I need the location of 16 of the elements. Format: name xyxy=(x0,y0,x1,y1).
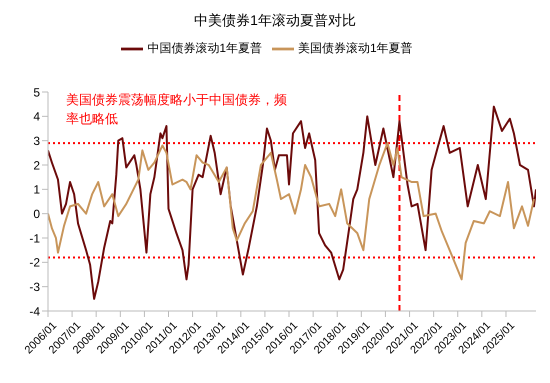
line-series xyxy=(48,106,536,300)
line-series xyxy=(48,142,535,280)
y-tick-label: -3 xyxy=(29,280,40,294)
y-tick-label: -4 xyxy=(29,304,40,318)
y-tick-label: 3 xyxy=(33,134,40,148)
y-tick-label: 1 xyxy=(33,182,40,197)
y-tick-label: 4 xyxy=(33,110,40,124)
legend-label: 中国债券滚动1年夏普 xyxy=(147,41,262,56)
y-tick-label: 0 xyxy=(33,206,40,221)
y-tick-label: 5 xyxy=(33,85,40,100)
y-tick-label: 2 xyxy=(33,158,40,172)
y-tick-label: -1 xyxy=(29,231,40,246)
legend-label: 美国债券滚动1年夏普 xyxy=(298,41,413,56)
annotation: 美国债券震荡幅度略小于中国债券，频率也略低 xyxy=(66,91,288,128)
chart-title: 中美债券1年滚动夏普对比 xyxy=(193,12,357,30)
y-tick-label: -2 xyxy=(29,256,40,270)
